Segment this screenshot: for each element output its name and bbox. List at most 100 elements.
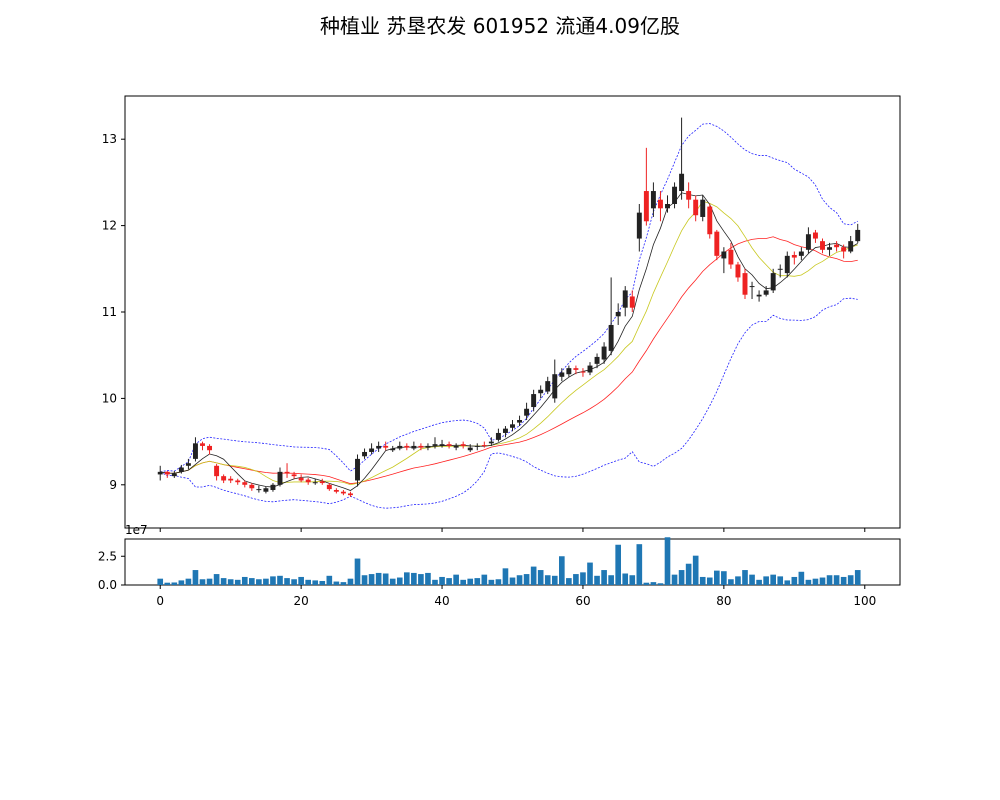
volume-bar — [784, 580, 791, 585]
candle-body — [305, 479, 311, 483]
volume-bar — [587, 562, 593, 585]
volume-bar — [763, 576, 769, 585]
price-ytick-label: 12 — [102, 219, 117, 233]
candle-body — [340, 491, 346, 494]
volume-bar — [291, 579, 297, 585]
volume-bar — [798, 571, 805, 585]
volume-bar — [749, 574, 755, 585]
volume-bar — [573, 574, 579, 585]
price-ytick-label: 11 — [102, 305, 117, 319]
candle-body — [650, 191, 656, 209]
candle-body — [587, 365, 593, 373]
volume-bar — [685, 563, 692, 585]
candle-body — [362, 451, 368, 457]
volume-bar — [854, 570, 861, 585]
candle-body — [538, 389, 544, 394]
candle-body — [777, 268, 783, 270]
candle-body — [608, 324, 614, 351]
candle-body — [432, 444, 438, 446]
xtick-label: 20 — [293, 594, 308, 608]
candle-body — [693, 199, 699, 216]
volume-bar — [580, 572, 586, 585]
candle-body — [601, 346, 607, 360]
candle-body — [263, 488, 269, 492]
candle-body — [481, 445, 487, 447]
candle-body — [531, 394, 537, 408]
volume-bar — [770, 574, 776, 585]
volume-bar — [756, 579, 762, 585]
volume-bar — [199, 579, 206, 585]
volume-bar — [615, 544, 621, 585]
volume-bar — [354, 558, 361, 585]
volume-bar — [608, 575, 614, 585]
volume-bar — [537, 570, 544, 585]
volume-bar — [220, 578, 227, 585]
volume-bar — [439, 576, 445, 585]
volume-bar — [234, 579, 241, 585]
volume-bar — [340, 582, 347, 585]
volume-bar — [559, 556, 565, 585]
volume-bar — [460, 579, 466, 585]
candle-body — [467, 447, 473, 451]
volume-bar — [629, 575, 636, 585]
volume-bar — [622, 573, 629, 585]
candle-body — [665, 204, 670, 209]
bollinger-lower-line — [160, 297, 858, 509]
candle-body — [164, 471, 170, 475]
candle-body — [763, 290, 769, 295]
candle-body — [383, 445, 389, 448]
volume-bar — [516, 575, 523, 585]
volume-bar — [833, 575, 840, 585]
candle-body — [178, 467, 184, 472]
volume-bar — [382, 573, 389, 585]
volume-panel: 0.0 2.5 1e7 0 20 40 60 80 100 — [98, 523, 901, 608]
volume-bar — [256, 579, 262, 585]
volume-bar — [375, 572, 382, 585]
volume-bar — [192, 570, 199, 585]
volume-scale-label: 1e7 — [125, 523, 148, 537]
candle-body — [728, 249, 734, 265]
candle-body — [333, 489, 339, 492]
volume-bar — [714, 570, 720, 585]
candle-body — [495, 432, 501, 440]
volume-bar — [551, 575, 558, 585]
volume-bar — [481, 574, 488, 585]
candle-body — [855, 229, 861, 242]
candle-body — [657, 199, 663, 209]
candle-body — [277, 471, 283, 485]
candle-body — [200, 443, 205, 446]
ma-long-line — [160, 236, 858, 485]
volume-bar — [721, 571, 727, 585]
candle-body — [284, 471, 290, 474]
volume-bar — [544, 575, 551, 585]
volume-bar — [411, 572, 417, 585]
volume-bar — [474, 578, 481, 585]
volume-bar — [657, 583, 664, 585]
volume-bar — [319, 580, 326, 585]
volume-bar — [249, 578, 255, 585]
volume-bar — [636, 544, 643, 585]
candle-body — [827, 247, 833, 250]
volume-bar — [699, 576, 706, 585]
candle-body — [411, 445, 417, 449]
volume-bar — [467, 578, 474, 585]
volume-bar — [643, 582, 650, 585]
candle-body — [559, 372, 565, 377]
candle-body — [784, 255, 790, 274]
candle-body — [707, 206, 713, 235]
volume-bar — [453, 574, 459, 585]
candle-body — [742, 273, 748, 295]
price-ytick-label: 10 — [102, 391, 117, 405]
candle-body — [488, 441, 494, 444]
volume-bar — [530, 566, 537, 585]
candle-body — [820, 241, 825, 250]
volume-ytick-label: 2.5 — [98, 549, 117, 563]
candle-body — [629, 296, 635, 308]
volume-bar — [566, 578, 572, 585]
candle-body — [756, 294, 762, 297]
volume-bar — [241, 576, 248, 585]
candle-body — [517, 420, 523, 423]
volume-bar — [671, 574, 678, 585]
candle-body — [291, 474, 297, 477]
candle-body — [679, 173, 685, 192]
